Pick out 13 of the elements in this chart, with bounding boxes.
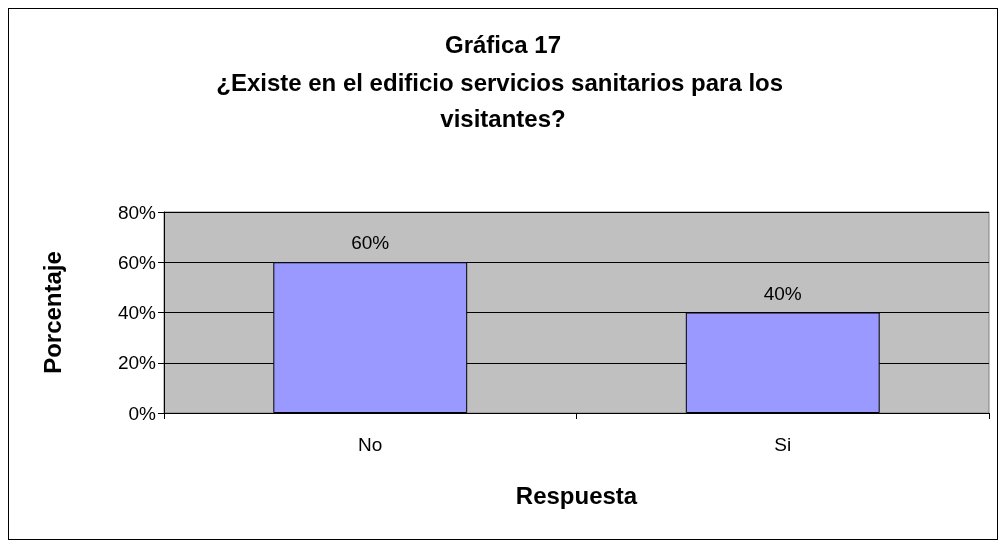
data-label: 40% bbox=[763, 282, 802, 304]
y-tick-label: 20% bbox=[117, 352, 157, 374]
x-axis-title: Respuesta bbox=[515, 481, 638, 509]
x-tick-label: Si bbox=[774, 434, 792, 455]
y-tick-label: 60% bbox=[117, 251, 157, 273]
y-axis-title: Porcentaje bbox=[38, 251, 66, 374]
chart-subtitle: ¿Existe en el edificio servicios sanitarios para los visitantes? bbox=[216, 68, 790, 132]
y-tick-label: 0% bbox=[128, 402, 157, 424]
chart-title: Gráfica 17 bbox=[444, 30, 562, 58]
x-tick-label: No bbox=[358, 434, 383, 455]
data-label: 60% bbox=[351, 232, 390, 254]
y-tick-label: 80% bbox=[117, 201, 157, 223]
y-tick-label: 40% bbox=[117, 302, 157, 323]
